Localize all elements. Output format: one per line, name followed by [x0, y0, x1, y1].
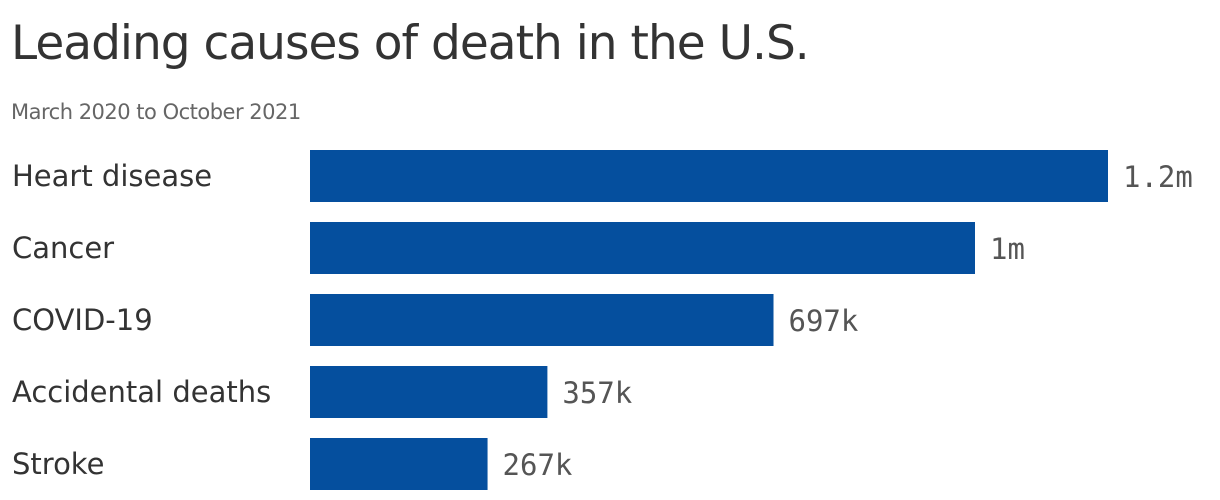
chart-title: Leading causes of death in the U.S. [11, 16, 810, 71]
category-label-stroke: Stroke [12, 447, 104, 481]
bar-accidental-deaths [310, 366, 548, 418]
value-label-covid-19: 697k [789, 304, 859, 338]
bar-cancer [310, 222, 975, 274]
value-label-accidental-deaths: 357k [562, 376, 632, 410]
value-label-cancer: 1m [990, 232, 1025, 266]
value-label-heart-disease: 1.2m [1123, 160, 1193, 194]
category-label-covid-19: COVID-19 [12, 303, 153, 337]
category-label-accidental-deaths: Accidental deaths [12, 375, 271, 409]
value-label-stroke: 267k [503, 448, 573, 482]
bar-stroke [310, 438, 488, 490]
bar-heart-disease [310, 150, 1108, 202]
category-label-cancer: Cancer [12, 231, 114, 265]
category-label-heart-disease: Heart disease [12, 159, 212, 193]
chart-subtitle: March 2020 to October 2021 [11, 100, 301, 124]
bar-covid-19 [310, 294, 774, 346]
